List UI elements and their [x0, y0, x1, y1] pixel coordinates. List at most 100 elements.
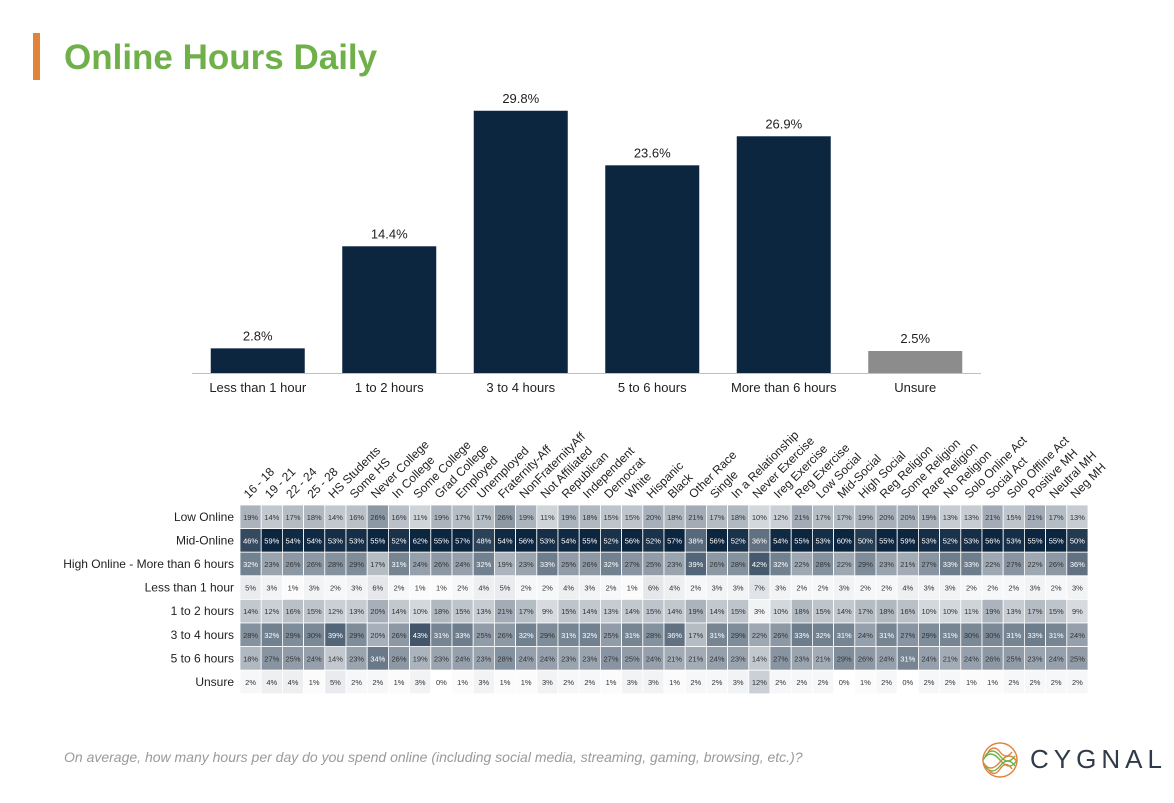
heatmap-cell-label: 19% — [434, 513, 449, 522]
heatmap-cell-label: 32% — [603, 560, 618, 569]
heatmap-cell-label: 20% — [900, 513, 915, 522]
heatmap-cell-label: 24% — [1049, 654, 1064, 663]
heatmap-cell-label: 22% — [794, 560, 809, 569]
heatmap-cell-label: 33% — [455, 631, 470, 640]
heatmap-cell-label: 2% — [987, 584, 998, 593]
heatmap-cell-label: 0% — [839, 678, 850, 687]
page-title: Online Hours Daily — [64, 38, 378, 77]
heatmap-cell-label: 2% — [584, 678, 595, 687]
heatmap-cell-label: 18% — [667, 513, 682, 522]
heatmap-cell-label: 42% — [752, 560, 767, 569]
heatmap-cell-label: 15% — [731, 607, 746, 616]
heatmap-cell-label: 14% — [243, 607, 258, 616]
heatmap-cell-label: 19% — [858, 513, 873, 522]
heatmap-cell-label: 21% — [985, 513, 1000, 522]
heatmap-cell-label: 12% — [773, 513, 788, 522]
heatmap-cell-label: 23% — [519, 560, 534, 569]
heatmap-row-label-5: 3 to 4 hours — [171, 628, 234, 642]
heatmap-cell-label: 17% — [519, 607, 534, 616]
heatmap-cell-label: 31% — [391, 560, 406, 569]
heatmap-cell-label: 55% — [434, 536, 449, 545]
heatmap-cell-label: 3% — [1072, 584, 1083, 593]
heatmap-cell-label: 7% — [754, 584, 765, 593]
heatmap-cell-label: 21% — [667, 654, 682, 663]
heatmap-cell-label: 20% — [370, 607, 385, 616]
heatmap-cell-label: 4% — [266, 678, 277, 687]
heatmap-cell-label: 31% — [1049, 631, 1064, 640]
heatmap-cell-label: 14% — [264, 513, 279, 522]
heatmap-cell-label: 53% — [921, 536, 936, 545]
heatmap-cell-label: 33% — [1027, 631, 1042, 640]
heatmap-cell-label: 15% — [815, 607, 830, 616]
heatmap-cell-label: 9% — [1072, 607, 1083, 616]
heatmap-cell-label: 2% — [457, 584, 468, 593]
heatmap-cell-label: 2% — [881, 678, 892, 687]
heatmap-cell-label: 22% — [837, 560, 852, 569]
heatmap-cell-label: 2% — [372, 678, 383, 687]
heatmap-cell-label: 25% — [625, 654, 640, 663]
bar-category-label-3: 5 to 6 hours — [618, 380, 687, 395]
heatmap-cell-label: 22% — [752, 631, 767, 640]
heatmap-cell-label: 1% — [457, 678, 468, 687]
heatmap-cell-label: 2% — [394, 584, 405, 593]
heatmap-cell-label: 27% — [264, 654, 279, 663]
heatmap-cell-label: 26% — [858, 654, 873, 663]
heatmap-cell-label: 2% — [796, 678, 807, 687]
heatmap-cell-label: 23% — [561, 654, 576, 663]
heatmap-cell-label: 24% — [858, 631, 873, 640]
heatmap-cell-label: 1% — [500, 678, 511, 687]
heatmap-cell-label: 21% — [794, 513, 809, 522]
heatmap-cell-label: 24% — [307, 654, 322, 663]
heatmap-cell-label: 11% — [540, 513, 555, 522]
heatmap-cell-label: 56% — [709, 536, 724, 545]
heatmap-cell-label: 14% — [709, 607, 724, 616]
heatmap-cell-label: 2% — [818, 678, 829, 687]
heatmap-cell-label: 33% — [964, 560, 979, 569]
heatmap-cell-label: 55% — [370, 536, 385, 545]
heatmap-cell-label: 25% — [603, 631, 618, 640]
heatmap-cell-label: 21% — [497, 607, 512, 616]
heatmap-cell-label: 2% — [945, 678, 956, 687]
heatmap-cell-label: 3% — [754, 607, 765, 616]
heatmap-cell-label: 1% — [394, 678, 405, 687]
heatmap-cell-label: 33% — [540, 560, 555, 569]
heatmap-cell-label: 25% — [285, 654, 300, 663]
heatmap-cell-label: 3% — [733, 584, 744, 593]
heatmap-cell-label: 28% — [497, 654, 512, 663]
heatmap-cell-label: 13% — [964, 513, 979, 522]
heatmap-cell-label: 60% — [837, 536, 852, 545]
heatmap-cell-label: 36% — [667, 631, 682, 640]
heatmap-cell-label: 24% — [540, 654, 555, 663]
heatmap-cell-label: 16% — [391, 513, 406, 522]
heatmap-row-label-6: 5 to 6 hours — [171, 651, 234, 665]
heatmap-cell-label: 32% — [476, 560, 491, 569]
heatmap-cell-label: 1% — [415, 584, 426, 593]
heatmap-cell-label: 52% — [391, 536, 406, 545]
heatmap-cell-label: 11% — [413, 513, 428, 522]
heatmap-cell-label: 14% — [667, 607, 682, 616]
heatmap-cell-label: 2% — [351, 678, 362, 687]
heatmap-cell-label: 4% — [288, 678, 299, 687]
heatmap-cell-label: 2% — [1008, 678, 1019, 687]
heatmap-cell-label: 4% — [669, 584, 680, 593]
heatmap-cell-label: 19% — [561, 513, 576, 522]
heatmap-cell-label: 11% — [964, 607, 979, 616]
bar-1 — [342, 246, 437, 373]
heatmap-cell-label: 3% — [309, 584, 320, 593]
heatmap-cell-label: 27% — [603, 654, 618, 663]
heatmap-cell-label: 27% — [1006, 560, 1021, 569]
heatmap-cell-label: 2% — [606, 584, 617, 593]
heatmap-cell-label: 21% — [815, 654, 830, 663]
heatmap-cell-label: 15% — [455, 607, 470, 616]
heatmap-cell-label: 2% — [563, 678, 574, 687]
heatmap-cell-label: 26% — [370, 513, 385, 522]
heatmap-row-label-0: Low Online — [174, 510, 234, 524]
heatmap-cell-label: 48% — [476, 536, 491, 545]
heatmap-cell-label: 57% — [455, 536, 470, 545]
heatmap-cell-label: 13% — [349, 607, 364, 616]
heatmap-cell-label: 15% — [561, 607, 576, 616]
heatmap-cell-label: 32% — [773, 560, 788, 569]
heatmap-cell-label: 3% — [1030, 584, 1041, 593]
